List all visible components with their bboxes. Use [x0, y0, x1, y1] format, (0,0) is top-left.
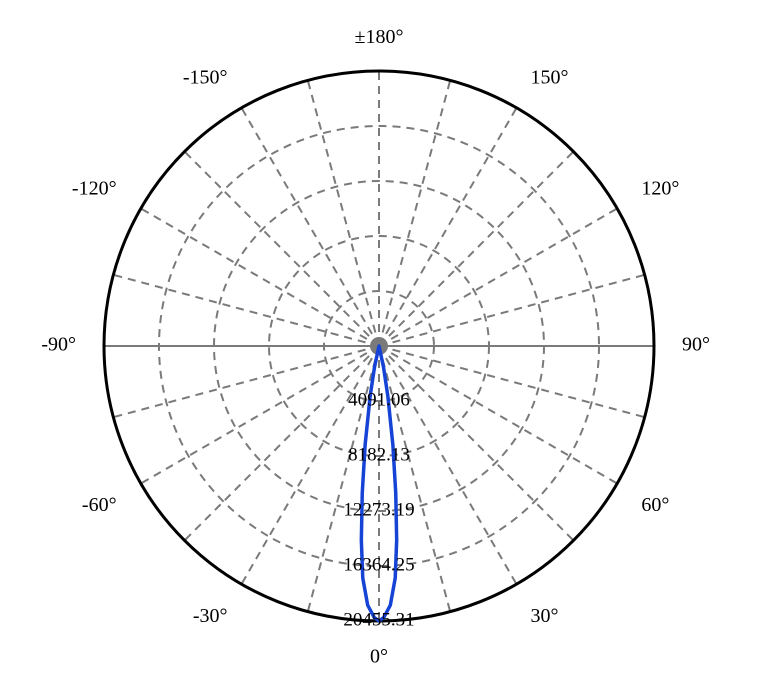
angle-grid-spoke — [379, 152, 573, 346]
angle-label: -60° — [82, 494, 117, 516]
radial-label: 8182.13 — [348, 444, 410, 465]
angle-grid-spoke — [113, 346, 379, 417]
angle-label: -150° — [183, 67, 228, 89]
angle-grid-spoke — [242, 108, 380, 346]
angle-grid-spoke — [113, 275, 379, 346]
angle-label: 120° — [641, 178, 679, 200]
polar-chart: 4091.06 8182.13 12273.19 16364.25 20455.31 ±1… — [0, 0, 758, 691]
angle-grid-spoke — [379, 346, 617, 484]
angle-label: 0° — [370, 646, 388, 668]
angle-grid-spoke — [379, 275, 645, 346]
radial-label: 16364.25 — [343, 554, 414, 575]
angle-label: 60° — [641, 494, 669, 516]
angle-grid-spoke — [379, 346, 645, 417]
angle-label: -120° — [72, 178, 117, 200]
radial-label: 12273.19 — [343, 499, 414, 520]
angle-grid-spoke — [141, 346, 379, 484]
angle-label: -30° — [193, 605, 228, 627]
angle-grid-spoke — [141, 209, 379, 347]
angle-grid-spoke — [379, 209, 617, 347]
angle-grid-spoke — [308, 80, 379, 346]
radial-label: 20455.31 — [343, 609, 414, 630]
angle-label: ±180° — [355, 26, 404, 48]
data-curve — [361, 346, 396, 621]
angle-label: 90° — [682, 334, 710, 356]
angle-label: 150° — [531, 67, 569, 89]
angle-grid-spoke — [379, 80, 450, 346]
angle-label: 30° — [531, 605, 559, 627]
angle-grid-spoke — [379, 108, 517, 346]
angle-label: -90° — [41, 334, 76, 356]
angle-grid-spoke — [185, 152, 379, 346]
radial-label: 4091.06 — [348, 389, 410, 410]
